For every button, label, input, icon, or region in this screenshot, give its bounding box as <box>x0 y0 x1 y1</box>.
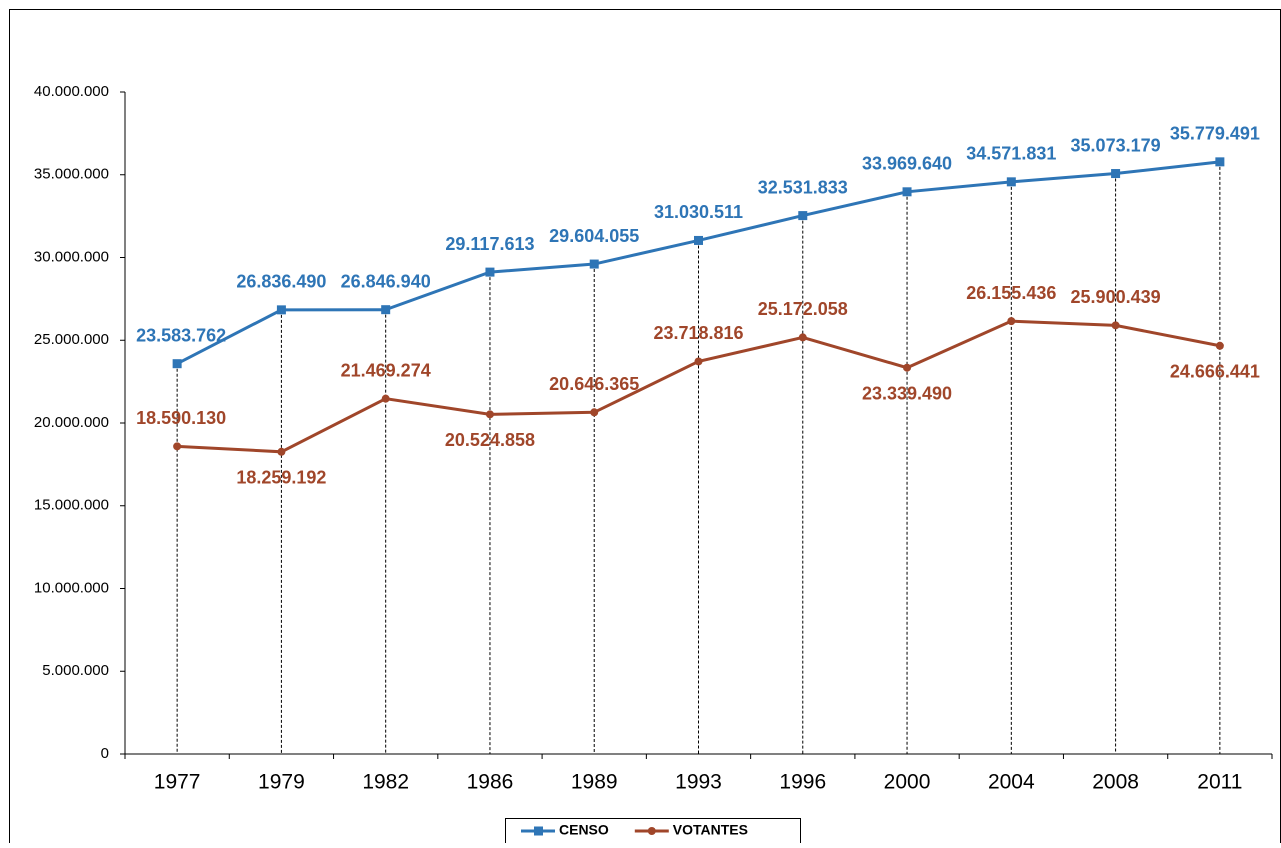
legend-label: CENSO <box>559 822 609 838</box>
y-tick-label: 15.000.000 <box>34 497 109 514</box>
x-tick-label: 1979 <box>258 771 305 794</box>
data-label: 23.339.490 <box>862 383 952 403</box>
data-label: 21.469.274 <box>341 360 431 380</box>
x-tick-label: 2011 <box>1197 771 1242 794</box>
data-label: 31.030.511 <box>654 202 743 222</box>
y-tick-label: 35.000.000 <box>34 166 109 183</box>
legend-label: VOTANTES <box>673 822 748 838</box>
data-label: 26.846.940 <box>341 271 431 291</box>
legend-marker <box>647 827 656 835</box>
data-label: 34.571.831 <box>966 144 1056 164</box>
marker <box>1006 177 1016 187</box>
data-label: 23.583.762 <box>136 325 226 345</box>
x-tick-label: 1989 <box>571 771 618 794</box>
marker <box>903 363 912 372</box>
marker <box>1215 341 1224 350</box>
x-tick-label: 2000 <box>884 771 931 794</box>
data-label: 29.604.055 <box>549 226 639 246</box>
data-label: 18.590.130 <box>136 408 226 428</box>
marker <box>1111 169 1121 179</box>
data-label: 25.172.058 <box>758 299 848 319</box>
marker <box>589 259 599 269</box>
data-label: 23.718.816 <box>653 323 743 343</box>
y-tick-label: 25.000.000 <box>34 331 109 348</box>
marker <box>1007 317 1016 326</box>
x-tick-label: 2004 <box>988 771 1035 794</box>
data-label: 24.666.441 <box>1170 362 1260 382</box>
y-tick-label: 30.000.000 <box>34 248 109 265</box>
data-label: 35.779.491 <box>1170 124 1260 144</box>
marker <box>798 333 807 342</box>
x-tick-label: 1977 <box>154 771 201 794</box>
data-label: 33.969.640 <box>862 154 952 174</box>
data-label: 20.524.858 <box>445 430 535 450</box>
marker <box>277 447 286 456</box>
marker <box>798 211 808 221</box>
x-tick-label: 1996 <box>779 771 826 794</box>
marker <box>1111 321 1120 330</box>
x-tick-label: 1982 <box>362 771 409 794</box>
marker <box>590 408 599 417</box>
data-label: 35.073.179 <box>1071 135 1161 155</box>
marker <box>694 235 703 245</box>
marker <box>381 305 391 315</box>
legend-marker <box>534 826 543 836</box>
marker <box>381 394 390 403</box>
x-tick-label: 1986 <box>467 771 514 794</box>
y-tick-label: 5.000.000 <box>42 662 109 679</box>
marker <box>173 442 182 451</box>
y-tick-label: 10.000.000 <box>34 579 109 596</box>
marker <box>485 410 494 419</box>
marker <box>172 359 182 369</box>
y-tick-label: 40.000.000 <box>34 83 109 100</box>
marker <box>1215 157 1225 167</box>
marker <box>485 267 495 277</box>
y-tick-label: 20.000.000 <box>34 414 109 431</box>
y-tick-label: 0 <box>101 745 109 762</box>
data-label: 25.900.439 <box>1071 287 1161 307</box>
marker <box>276 305 286 315</box>
marker <box>694 357 703 366</box>
data-label: 32.531.833 <box>758 177 848 197</box>
data-label: 18.259.192 <box>236 468 326 488</box>
data-label: 26.836.490 <box>236 272 326 292</box>
marker <box>902 187 912 197</box>
data-label: 29.117.613 <box>445 234 534 254</box>
data-label: 26.155.436 <box>966 283 1056 303</box>
data-label: 20.646.365 <box>549 374 639 394</box>
x-tick-label: 1993 <box>675 771 722 794</box>
x-tick-label: 2008 <box>1092 771 1139 794</box>
